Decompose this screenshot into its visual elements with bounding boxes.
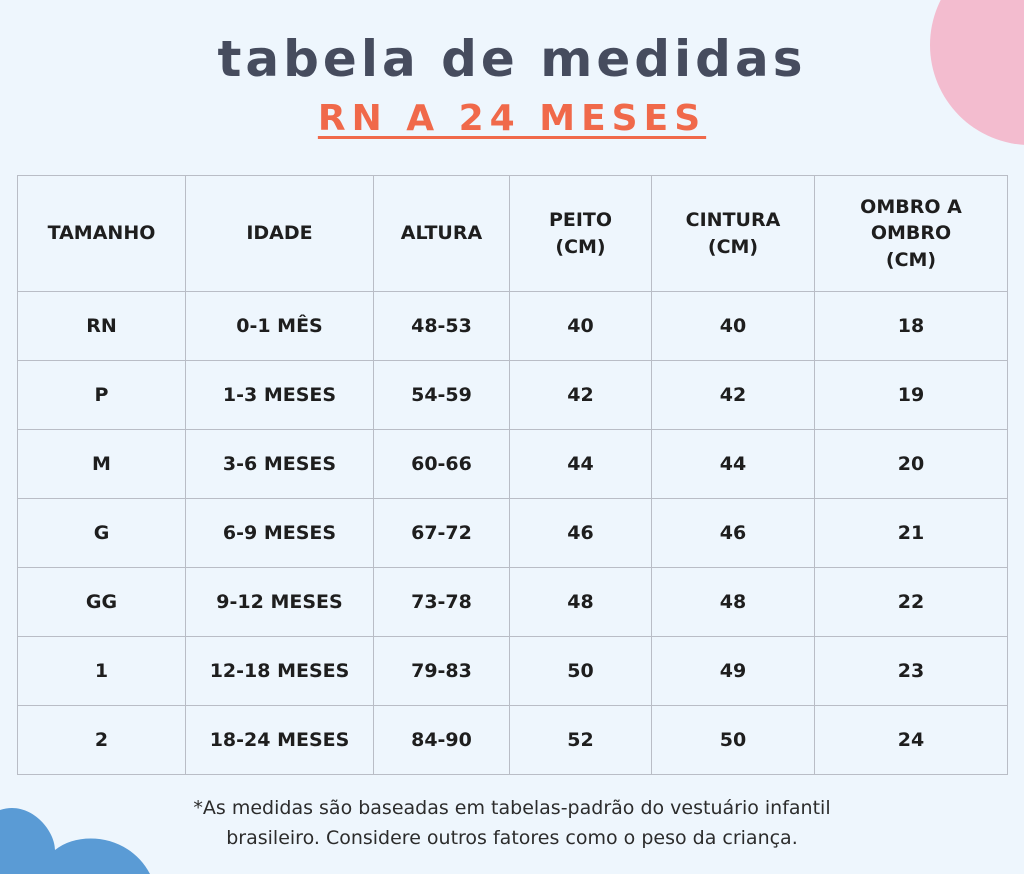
table-row: 1 12-18 MESES 79-83 50 49 23	[17, 636, 1008, 706]
table-row: 2 18-24 MESES 84-90 52 50 24	[17, 705, 1008, 775]
table-cell: 50	[509, 636, 652, 706]
header-cell: TAMANHO	[17, 175, 186, 292]
table-cell: 18	[814, 291, 1008, 361]
table-cell: 79-83	[373, 636, 510, 706]
table-cell: 48	[651, 567, 815, 637]
header-line: OMBRO A	[860, 195, 962, 218]
table-cell: 18-24 MESES	[185, 705, 374, 775]
table-row: GG 9-12 MESES 73-78 48 48 22	[17, 567, 1008, 637]
header-line: OMBRO	[870, 222, 952, 245]
table-cell: 12-18 MESES	[185, 636, 374, 706]
blue-blob	[0, 808, 150, 874]
table-cell: 49	[651, 636, 815, 706]
table-cell: 44	[509, 429, 652, 499]
table-cell: 40	[651, 291, 815, 361]
table-cell: 52	[509, 705, 652, 775]
table-cell: 46	[651, 498, 815, 568]
table-cell: 84-90	[373, 705, 510, 775]
table-cell: 44	[651, 429, 815, 499]
table-cell: 23	[814, 636, 1008, 706]
table-cell: 3-6 MESES	[185, 429, 374, 499]
header-line: CINTURA	[685, 208, 781, 231]
header-line: ALTURA	[400, 222, 483, 245]
header-line: (CM)	[707, 235, 759, 258]
header-cell: OMBRO A OMBRO (CM)	[814, 175, 1008, 292]
subtitle: RN A 24 MESES	[0, 98, 1024, 139]
table-cell: 48-53	[373, 291, 510, 361]
size-table: TAMANHO IDADE ALTURA PEITO (CM) CINTURA (CM) OM…	[17, 175, 1008, 775]
header-row: TAMANHO IDADE ALTURA PEITO (CM) CINTURA (CM) OM…	[17, 175, 1008, 292]
table-cell: RN	[17, 291, 186, 361]
table-cell: 22	[814, 567, 1008, 637]
table-cell: G	[17, 498, 186, 568]
table-cell: 40	[509, 291, 652, 361]
header-line: PEITO	[548, 208, 613, 231]
header-cell: PEITO (CM)	[509, 175, 652, 292]
pink-circle	[930, 0, 1024, 145]
table-cell: 54-59	[373, 360, 510, 430]
table-row: RN 0-1 MÊS 48-53 40 40 18	[17, 291, 1008, 361]
footnote-line: brasileiro. Considere outros fatores com…	[226, 827, 798, 849]
header-cell: IDADE	[185, 175, 374, 292]
footnote-line: *As medidas são baseadas em tabelas-padr…	[193, 797, 831, 819]
header-line: (CM)	[885, 248, 937, 271]
footnote: *As medidas são baseadas em tabelas-padr…	[0, 793, 1024, 853]
table-body: RN 0-1 MÊS 48-53 40 40 18 P 1-3 MESES 54-59 42 42 1…	[17, 291, 1008, 775]
header-cell: CINTURA (CM)	[651, 175, 815, 292]
table-cell: 50	[651, 705, 815, 775]
table-cell: 1-3 MESES	[185, 360, 374, 430]
table-cell: M	[17, 429, 186, 499]
table-cell: 2	[17, 705, 186, 775]
table-cell: 48	[509, 567, 652, 637]
table-cell: P	[17, 360, 186, 430]
table-cell: 0-1 MÊS	[185, 291, 374, 361]
table-cell: 46	[509, 498, 652, 568]
table-cell: 42	[651, 360, 815, 430]
table-cell: 9-12 MESES	[185, 567, 374, 637]
header-line: (CM)	[555, 235, 606, 258]
table-row: P 1-3 MESES 54-59 42 42 19	[17, 360, 1008, 430]
header-line: IDADE	[246, 222, 313, 245]
table-row: M 3-6 MESES 60-66 44 44 20	[17, 429, 1008, 499]
title: tabela de medidas	[217, 30, 807, 88]
table-cell: 24	[814, 705, 1008, 775]
table-row: G 6-9 MESES 67-72 46 46 21	[17, 498, 1008, 568]
table-cell: 73-78	[373, 567, 510, 637]
table-cell: GG	[17, 567, 186, 637]
table-cell: 21	[814, 498, 1008, 568]
subtitle-text: RN A 24 MESES	[317, 98, 707, 139]
table-cell: 42	[509, 360, 652, 430]
header-line: TAMANHO	[47, 222, 156, 245]
table-cell: 1	[17, 636, 186, 706]
table-cell: 20	[814, 429, 1008, 499]
table-cell: 60-66	[373, 429, 510, 499]
header-cell: ALTURA	[373, 175, 510, 292]
table-cell: 6-9 MESES	[185, 498, 374, 568]
table-cell: 19	[814, 360, 1008, 430]
table-cell: 67-72	[373, 498, 510, 568]
